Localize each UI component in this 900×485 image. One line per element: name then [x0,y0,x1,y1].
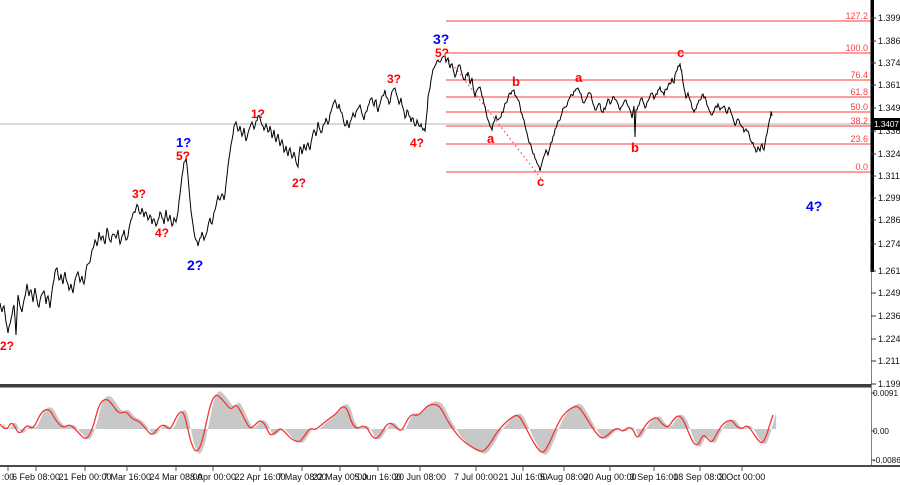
wave-label-1q-6[interactable]: 1? [251,107,265,121]
fibonacci-retracement[interactable]: 127.2 100.0 76.4 61.8 50.0 38.2 23.6 0.0 [446,11,871,173]
price-line [0,55,773,336]
wave-label-2q-0[interactable]: 2? [0,339,14,353]
time-tick-label: 21 Feb 00:00 [58,472,111,482]
fib-label-100.0: 100.0 [845,43,868,53]
time-tick-label: :00 [2,472,15,482]
wave-label-1q-3[interactable]: 1? [176,135,191,150]
panel-frame [0,0,900,467]
wave-label-3q-1[interactable]: 3? [132,187,146,201]
current-price-badge: 1.3407 [871,118,900,130]
fib-label-50.0: 50.0 [850,102,868,112]
time-tick-label: 24 Mar 08:00 [149,472,202,482]
wave-label-4q-9[interactable]: 4? [410,136,424,150]
wave-label-3q-8[interactable]: 3? [387,72,401,86]
indicator-series [0,391,776,455]
wave-label-b-13[interactable]: b [512,74,520,89]
price-tick-label: 1.2366 [878,311,900,321]
time-tick-label: 20 Jun 08:00 [394,472,446,482]
wave-label-2q-5[interactable]: 2? [187,257,203,273]
price-tick-label: 1.1991 [878,379,900,389]
time-tick-label: 8 Apr 00:00 [190,472,236,482]
fib-label-76.4: 76.4 [850,70,868,80]
indicator-tick-label: -0.00862 [873,456,900,465]
time-tick-label: 18 Sep 08:00 [673,472,727,482]
indicator-axis[interactable]: 0.0091 0.00 -0.00862 [871,389,900,465]
price-tick-label: 1.2116 [878,356,900,366]
wave-label-5q-4[interactable]: 5? [176,149,190,163]
time-tick-label: 5 Jun 16:00 [354,472,401,482]
time-tick-label: 7 Mar 16:00 [103,472,151,482]
price-tick-label: 1.2866 [878,215,900,225]
wave-label-a-12[interactable]: a [487,131,495,146]
panel-separator[interactable] [0,384,871,388]
fib-label-38.2: 38.2 [850,116,868,126]
fib-label-127.2: 127.2 [845,11,868,21]
wave-label-3q-10[interactable]: 3? [433,31,449,47]
indicator-tick-label: 0.0091 [873,389,898,398]
indicator-fill [3,391,776,455]
price-series [0,55,773,336]
time-tick-label: 3 Sep 16:00 [630,472,679,482]
time-tick-label: 22 Apr 16:00 [234,472,285,482]
current-price-value: 1.3407 [874,119,899,129]
price-tick-label: 1.3866 [878,36,900,46]
wave-label-b-16[interactable]: b [631,140,639,155]
price-tick-label: 1.2616 [878,266,900,276]
time-axis-border [0,465,900,467]
fib-label-61.8: 61.8 [850,87,868,97]
price-tick-label: 1.3616 [878,80,900,90]
trendline-dotted[interactable] [448,59,544,182]
time-tick-label: 21 Jul 16:00 [498,472,547,482]
wave-label-4q-2[interactable]: 4? [155,226,169,240]
wave-label-c-17[interactable]: c [677,45,684,60]
fib-label-23.6: 23.6 [850,134,868,144]
wave-label-a-15[interactable]: a [575,70,583,85]
wave-label-4q-18[interactable]: 4? [806,198,822,214]
wave-label-c-14[interactable]: c [537,174,544,189]
time-tick-label: 5 Aug 08:00 [540,472,588,482]
price-tick-label: 1.3366 [878,126,900,136]
time-tick-label: 6 Feb 08:00 [12,472,60,482]
wave-label-5q-11[interactable]: 5? [435,46,449,60]
time-tick-label: 7 May 08:00 [277,472,327,482]
indicator-tick-label: 0.00 [873,427,889,436]
time-tick-label: 20 Aug 00:00 [583,472,636,482]
price-tick-label: 1.3116 [878,171,900,181]
time-tick-label: 22 May 00:00 [313,472,368,482]
time-tick-label: 7 Jul 00:00 [454,472,498,482]
fib-label-0.0: 0.0 [855,162,868,172]
indicator-line [0,394,774,453]
time-tick-label: 3 Oct 00:00 [719,472,766,482]
price-axis-highlight-bar [870,0,874,272]
wave-label-2q-7[interactable]: 2? [292,176,306,190]
